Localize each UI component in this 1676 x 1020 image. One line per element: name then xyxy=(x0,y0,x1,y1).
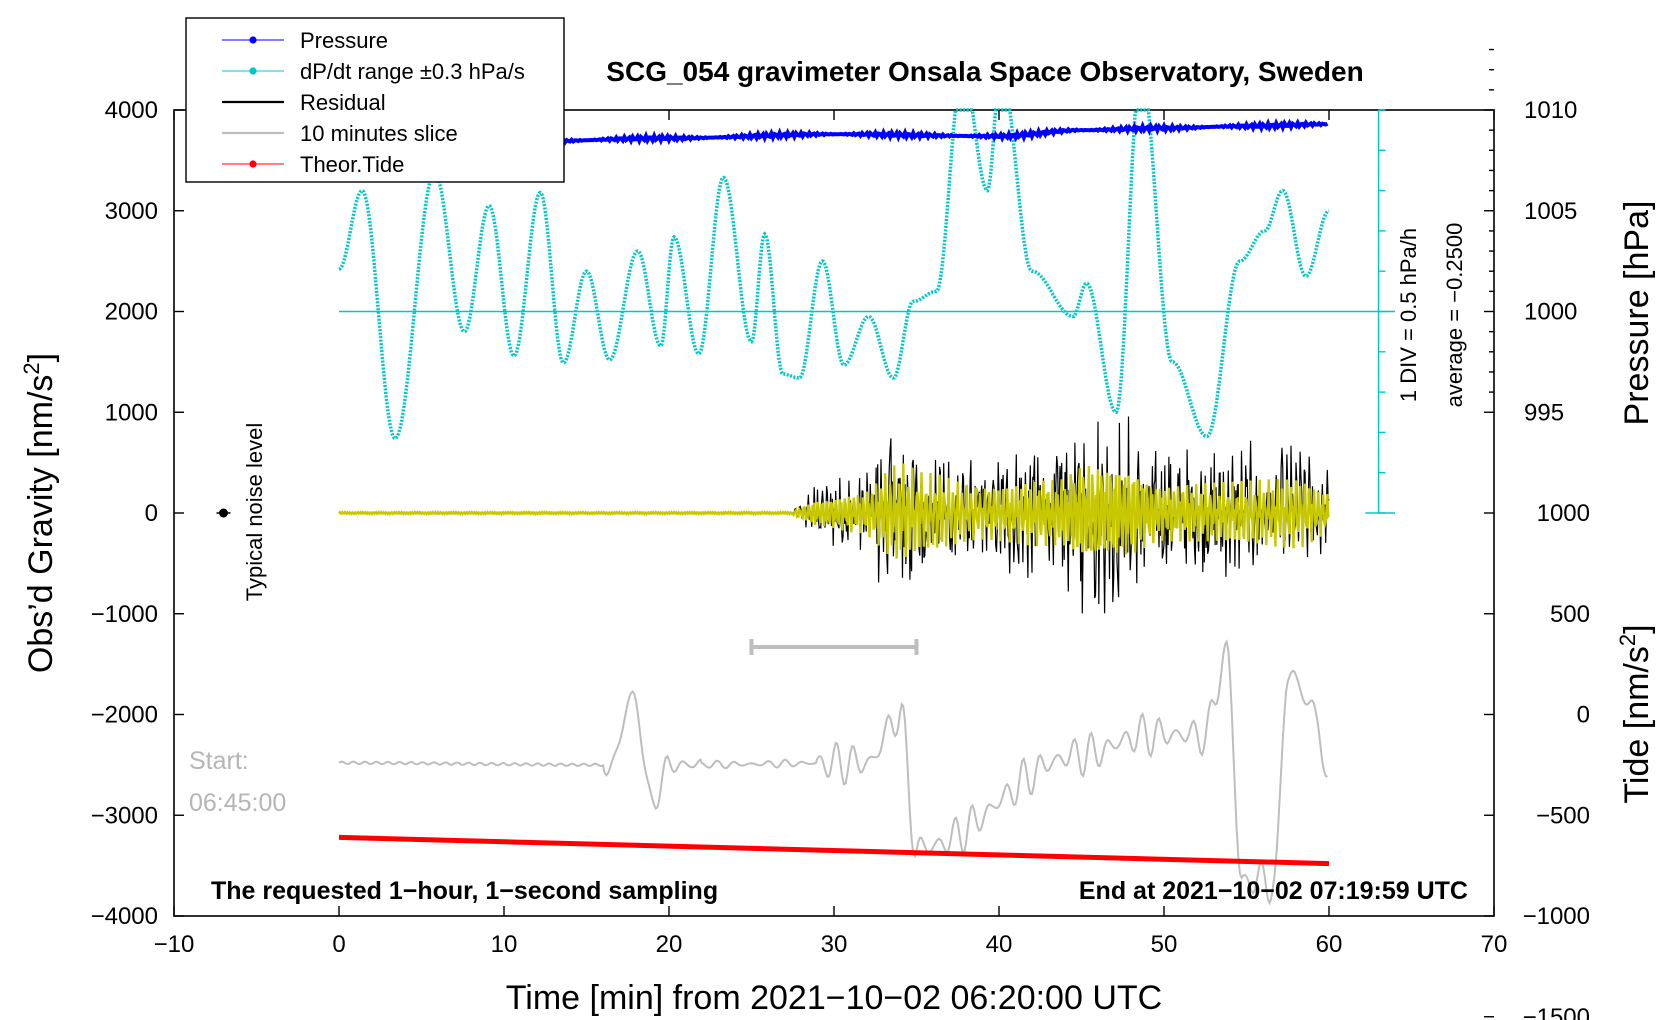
y-axis-title-pressure: Pressure [hPa] xyxy=(1618,201,1656,426)
legend-swatch-marker xyxy=(249,67,257,75)
x-tick-label: −10 xyxy=(154,931,195,958)
legend-swatch-marker xyxy=(249,160,257,168)
average-label: average = −0.2500 xyxy=(1442,223,1467,408)
legend: Pressure dP/dt range ±0.3 hPa/s Residual 10… xyxy=(185,17,565,183)
x-tick-label: 20 xyxy=(656,931,683,958)
y-tick-label: 1000 xyxy=(105,399,158,426)
tide-tick-label: −1000 xyxy=(1523,903,1590,930)
x-tick-label: 50 xyxy=(1151,931,1178,958)
y-tick-label: −1000 xyxy=(91,601,158,628)
residual-filtered-line xyxy=(338,463,1331,559)
legend-swatch-marker xyxy=(249,36,257,44)
x-tick-label: 40 xyxy=(986,931,1013,958)
legend-label: dP/dt range ±0.3 hPa/s xyxy=(300,59,525,84)
y-tick-label: 0 xyxy=(145,500,158,527)
tide-tick-label: 500 xyxy=(1550,601,1590,628)
slice-series-line xyxy=(338,639,1328,906)
y-tick-label: 4000 xyxy=(105,97,158,124)
y-axis-title-tide: Tide [nm/s2] xyxy=(1615,624,1656,803)
dpdt-series-line xyxy=(338,108,1330,441)
x-tick-label: 30 xyxy=(821,931,848,958)
start-time-label: 06:45:00 xyxy=(189,789,286,817)
tide-tick-label: −500 xyxy=(1536,802,1590,829)
legend-label: Pressure xyxy=(300,28,388,53)
tide-tick-label: 1000 xyxy=(1537,500,1590,527)
pressure-tick-label: 1010 xyxy=(1524,97,1577,124)
tide-series-line xyxy=(338,834,1330,867)
y-tick-label: 3000 xyxy=(105,198,158,225)
tide-tick-label: −1500 xyxy=(1523,1004,1590,1020)
div-label: 1 DIV = 0.5 hPa/h xyxy=(1396,228,1421,402)
x-tick-label: 60 xyxy=(1316,931,1343,958)
x-tick-label: 0 xyxy=(332,931,345,958)
pressure-tick-label: 1005 xyxy=(1524,198,1577,225)
noise-label: Typical noise level xyxy=(242,423,267,602)
y-tick-label: −4000 xyxy=(91,903,158,930)
y-tick-label: 2000 xyxy=(105,299,158,326)
tide-tick-label: 0 xyxy=(1577,702,1590,729)
legend-label: Residual xyxy=(300,90,386,115)
footer-left: The requested 1−hour, 1−second sampling xyxy=(211,877,718,905)
pressure-tick-label: 1000 xyxy=(1524,299,1577,326)
axes-layer: −10 0 10 20 30 40 50 60 70 4000 3000 2000 1000 0 −1000… xyxy=(91,48,1590,1020)
y-tick-label: −3000 xyxy=(91,802,158,829)
start-label: Start: xyxy=(189,747,249,775)
footer-right: End at 2021−10−02 07:19:59 UTC xyxy=(1079,877,1468,905)
y-axis-title-left: Obs’d Gravity [nm/s2] xyxy=(19,353,60,673)
pressure-tick-label: 995 xyxy=(1524,399,1564,426)
x-axis-title: Time [min] from 2021−10−02 06:20:00 UTC xyxy=(506,979,1162,1017)
x-tick-label: 10 xyxy=(491,931,518,958)
x-tick-label: 70 xyxy=(1481,931,1508,958)
legend-label: Theor.Tide xyxy=(300,152,404,177)
legend-label: 10 minutes slice xyxy=(300,121,458,146)
chart-title: SCG_054 gravimeter Onsala Space Observat… xyxy=(606,56,1363,87)
noise-point xyxy=(219,508,228,518)
y-tick-label: −2000 xyxy=(91,702,158,729)
legend-box xyxy=(185,17,565,183)
